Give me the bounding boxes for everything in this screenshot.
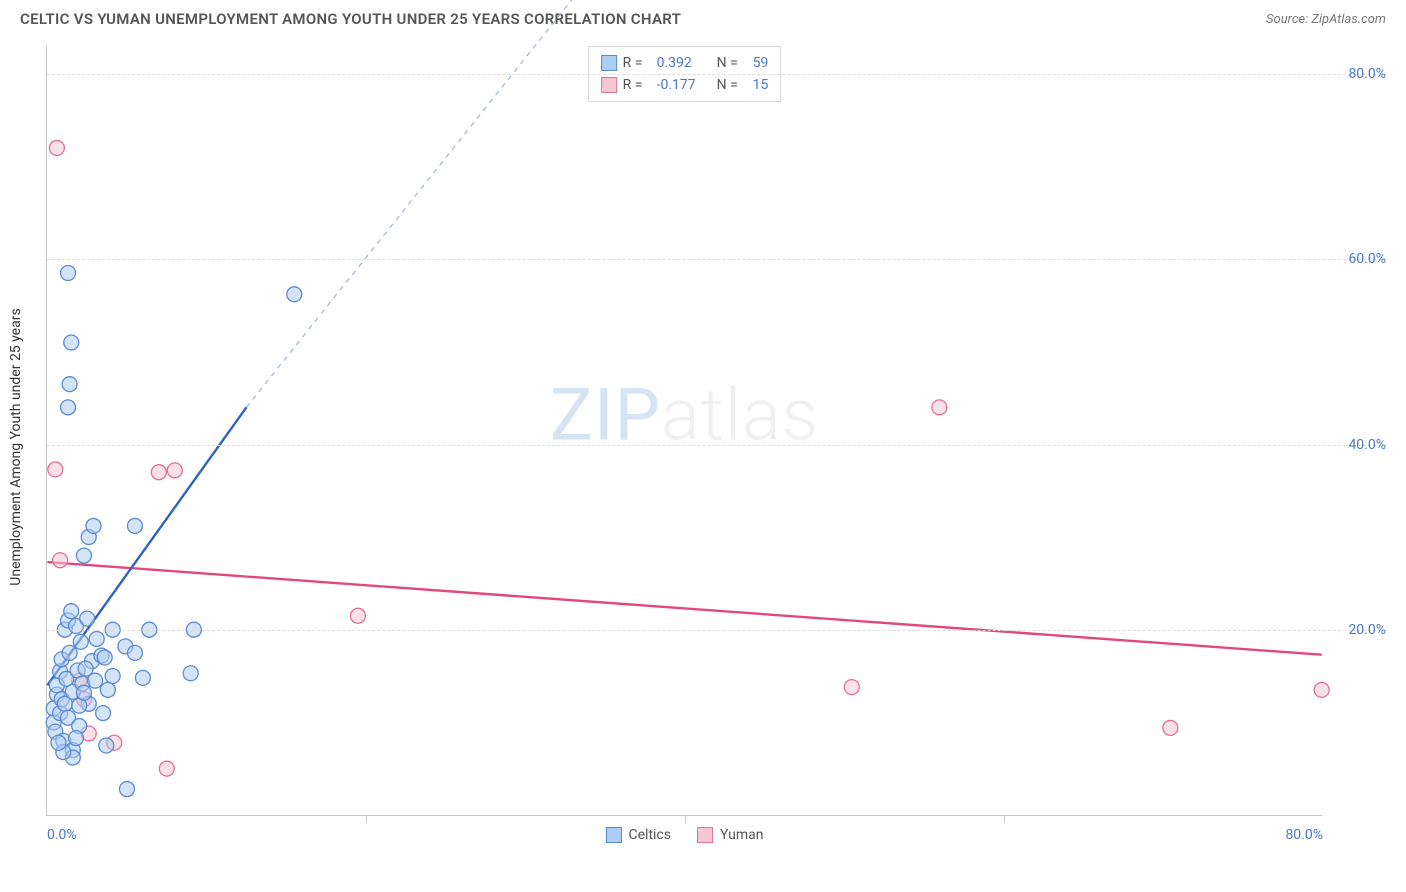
legend-row: R = 0.392 N = 59 [601, 52, 769, 74]
x-tick [685, 815, 686, 823]
data-point [86, 518, 101, 533]
trend-line [47, 562, 1321, 655]
bottom-legend-label: Celtics [629, 827, 671, 843]
gridline [47, 630, 1386, 631]
legend-r-value: 0.392 [657, 55, 711, 71]
data-point [61, 400, 76, 415]
data-point [96, 706, 111, 721]
y-axis-label: Unemployment Among Youth under 25 years [8, 308, 24, 585]
data-point [62, 377, 77, 392]
data-point [151, 465, 166, 480]
legend-n-value: 59 [753, 55, 769, 71]
x-tick-label: 0.0% [47, 827, 77, 843]
chart-svg [47, 46, 1322, 815]
legend-r-value: -0.177 [657, 77, 711, 93]
data-point [99, 738, 114, 753]
data-point [100, 682, 115, 697]
data-point [135, 670, 150, 685]
data-point [64, 335, 79, 350]
data-point [105, 669, 120, 684]
data-point [73, 634, 88, 649]
legend-r-label: R = [623, 55, 651, 71]
legend-r-label: R = [623, 77, 651, 93]
bottom-legend-label: Yuman [720, 827, 763, 843]
data-point [88, 673, 103, 688]
data-point [287, 287, 302, 302]
data-point [932, 400, 947, 415]
data-point [48, 462, 63, 477]
data-point [49, 140, 64, 155]
data-point [183, 666, 198, 681]
data-point [159, 761, 174, 776]
chart-container: CELTIC VS YUMAN UNEMPLOYMENT AMONG YOUTH… [0, 0, 1406, 892]
gridline [47, 74, 1386, 75]
x-tick-label: 80.0% [1285, 827, 1323, 843]
x-tick [366, 815, 367, 823]
bottom-legend: Celtics Yuman [606, 827, 764, 843]
legend-square [697, 827, 713, 843]
gridline [47, 259, 1386, 260]
data-point [61, 266, 76, 281]
y-tick-label: 20.0% [1326, 622, 1386, 638]
data-point [89, 631, 104, 646]
data-point [119, 782, 134, 797]
data-point [51, 735, 66, 750]
plot-area: ZIPatlas R =0.392N =59R =-0.177N =15 Cel… [46, 46, 1322, 816]
data-point [127, 645, 142, 660]
gridline [47, 445, 1386, 446]
legend-n-label: N = [717, 77, 747, 93]
data-point [53, 553, 68, 568]
data-point [64, 604, 79, 619]
data-point [844, 680, 859, 695]
header: CELTIC VS YUMAN UNEMPLOYMENT AMONG YOUTH… [0, 0, 1406, 34]
data-point [350, 608, 365, 623]
bottom-legend-item: Celtics [606, 827, 671, 843]
legend-n-label: N = [717, 55, 747, 71]
source-label: Source: ZipAtlas.com [1266, 12, 1386, 27]
data-point [62, 645, 77, 660]
data-point [1163, 720, 1178, 735]
y-tick-label: 80.0% [1326, 66, 1386, 82]
x-tick [1004, 815, 1005, 823]
y-tick-label: 60.0% [1326, 251, 1386, 267]
data-point [69, 731, 84, 746]
data-point [76, 548, 91, 563]
y-tick-label: 40.0% [1326, 437, 1386, 453]
data-point [127, 518, 142, 533]
legend-n-value: 15 [753, 77, 769, 93]
chart-title: CELTIC VS YUMAN UNEMPLOYMENT AMONG YOUTH… [20, 10, 681, 28]
legend-square [601, 55, 617, 71]
data-point [80, 611, 95, 626]
bottom-legend-item: Yuman [697, 827, 763, 843]
legend-row: R = -0.177 N = 15 [601, 74, 769, 96]
data-point [167, 463, 182, 478]
legend-square [601, 77, 617, 93]
plot-wrapper: Unemployment Among Youth under 25 years … [46, 46, 1386, 848]
data-point [1314, 682, 1329, 697]
legend-square [606, 827, 622, 843]
data-point [76, 685, 91, 700]
data-point [97, 650, 112, 665]
